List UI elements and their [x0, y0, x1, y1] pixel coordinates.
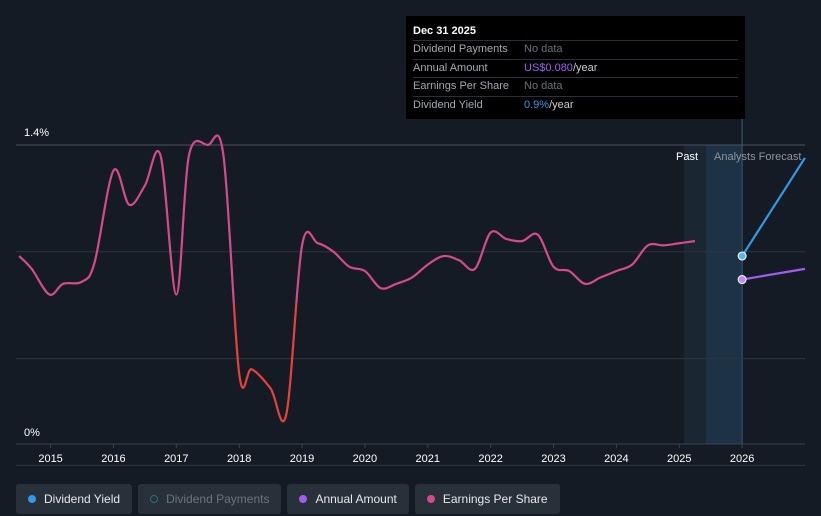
chart-legend: Dividend Yield Dividend Payments Annual … — [16, 484, 560, 514]
legend-dot-icon — [426, 495, 435, 503]
tooltip-unit: /year — [549, 98, 574, 111]
x-tick-label: 2018 — [227, 453, 251, 465]
legend-dividend-payments[interactable]: Dividend Payments — [138, 484, 282, 514]
x-tick-label: 2025 — [667, 453, 691, 465]
legend-dot-icon — [299, 495, 308, 503]
tooltip-unit: /year — [572, 61, 598, 74]
tooltip-value: No data — [524, 43, 563, 55]
legend-earnings-per-share[interactable]: Earnings Per Share — [414, 484, 560, 514]
dividend-yield-forecast-line — [741, 157, 806, 257]
legend-label: Dividend Yield — [44, 492, 121, 506]
x-tick-label: 2016 — [101, 453, 125, 465]
tooltip-value: US$0.080 — [524, 61, 573, 74]
x-tick-label: 2023 — [541, 453, 565, 465]
x-tick-label: 2017 — [164, 453, 188, 465]
annual-amount-point — [737, 275, 747, 285]
x-tick-label: 2020 — [353, 453, 377, 465]
dividend-yield-line — [18, 134, 696, 303]
tooltip-row-dividend-yield: Dividend Yield 0.9% /year — [413, 95, 738, 115]
tooltip-label: Annual Amount — [413, 61, 488, 74]
y-tick-label: 1.4% — [24, 127, 49, 139]
tooltip-row-annual-amount: Annual Amount US$0.080 /year — [413, 58, 738, 78]
legend-dot-icon — [150, 495, 159, 503]
legend-label: Dividend Payments — [166, 492, 270, 506]
dividend-yield-point — [737, 251, 747, 261]
x-tick-label: 2021 — [416, 453, 440, 465]
x-tick-label: 2024 — [604, 453, 628, 465]
x-tick-label: 2026 — [730, 453, 754, 465]
legend-dividend-yield[interactable]: Dividend Yield — [16, 484, 133, 514]
forecast-label: Analysts Forecast — [714, 151, 801, 163]
forecast-shade — [706, 145, 743, 444]
legend-label: Earnings Per Share — [442, 492, 548, 506]
x-tick-label: 2019 — [290, 453, 314, 465]
x-tick-label: 2015 — [38, 453, 62, 465]
tooltip-value: 0.9% — [524, 98, 550, 111]
annual-amount-forecast-line — [741, 267, 806, 281]
tooltip-label: Earnings Per Share — [413, 80, 509, 92]
legend-annual-amount[interactable]: Annual Amount — [287, 484, 409, 514]
y-tick-label: 0% — [24, 427, 40, 439]
legend-dot-icon — [28, 495, 36, 503]
tooltip-label: Dividend Payments — [413, 43, 508, 55]
x-tick-label: 2022 — [478, 453, 502, 465]
tooltip-value: No data — [524, 80, 563, 92]
tooltip-row-eps: Earnings Per Share No data — [413, 77, 738, 96]
tooltip-date: Dec 31 2025 — [413, 25, 476, 37]
past-label: Past — [676, 151, 698, 163]
legend-label: Annual Amount — [315, 492, 397, 506]
tooltip-row-dividend-payments: Dividend Payments No data — [413, 40, 738, 59]
hover-tooltip: Dec 31 2025 Dividend Payments No data An… — [406, 16, 745, 119]
tooltip-label: Dividend Yield — [413, 98, 483, 111]
